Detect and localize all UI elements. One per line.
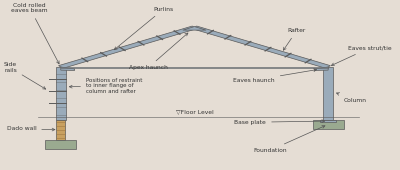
Polygon shape xyxy=(192,26,330,68)
Polygon shape xyxy=(323,67,333,120)
FancyBboxPatch shape xyxy=(61,67,328,69)
Text: Positions of restraint
to inner flange of
column and rafter: Positions of restraint to inner flange o… xyxy=(69,78,142,94)
Text: ▽Floor Level: ▽Floor Level xyxy=(176,109,213,115)
FancyBboxPatch shape xyxy=(56,120,65,140)
Text: Foundation: Foundation xyxy=(253,126,325,153)
Text: Dado wall: Dado wall xyxy=(6,126,55,131)
Text: Eaves strut/tie: Eaves strut/tie xyxy=(331,46,391,66)
Polygon shape xyxy=(56,67,66,120)
Text: Column: Column xyxy=(336,93,367,103)
Text: Rafter: Rafter xyxy=(283,28,306,50)
Polygon shape xyxy=(183,27,206,30)
Text: Purlins: Purlins xyxy=(114,7,174,50)
Text: Apex haunch: Apex haunch xyxy=(128,33,188,70)
Polygon shape xyxy=(314,67,328,70)
Text: Eaves haunch: Eaves haunch xyxy=(233,69,316,83)
Polygon shape xyxy=(58,26,197,68)
FancyBboxPatch shape xyxy=(320,120,336,122)
FancyBboxPatch shape xyxy=(313,120,344,129)
Polygon shape xyxy=(61,67,74,70)
Text: Base plate: Base plate xyxy=(234,120,325,125)
Text: Side
rails: Side rails xyxy=(4,62,46,89)
Text: Cold rolled
eaves beam: Cold rolled eaves beam xyxy=(12,3,59,64)
FancyBboxPatch shape xyxy=(45,140,76,149)
